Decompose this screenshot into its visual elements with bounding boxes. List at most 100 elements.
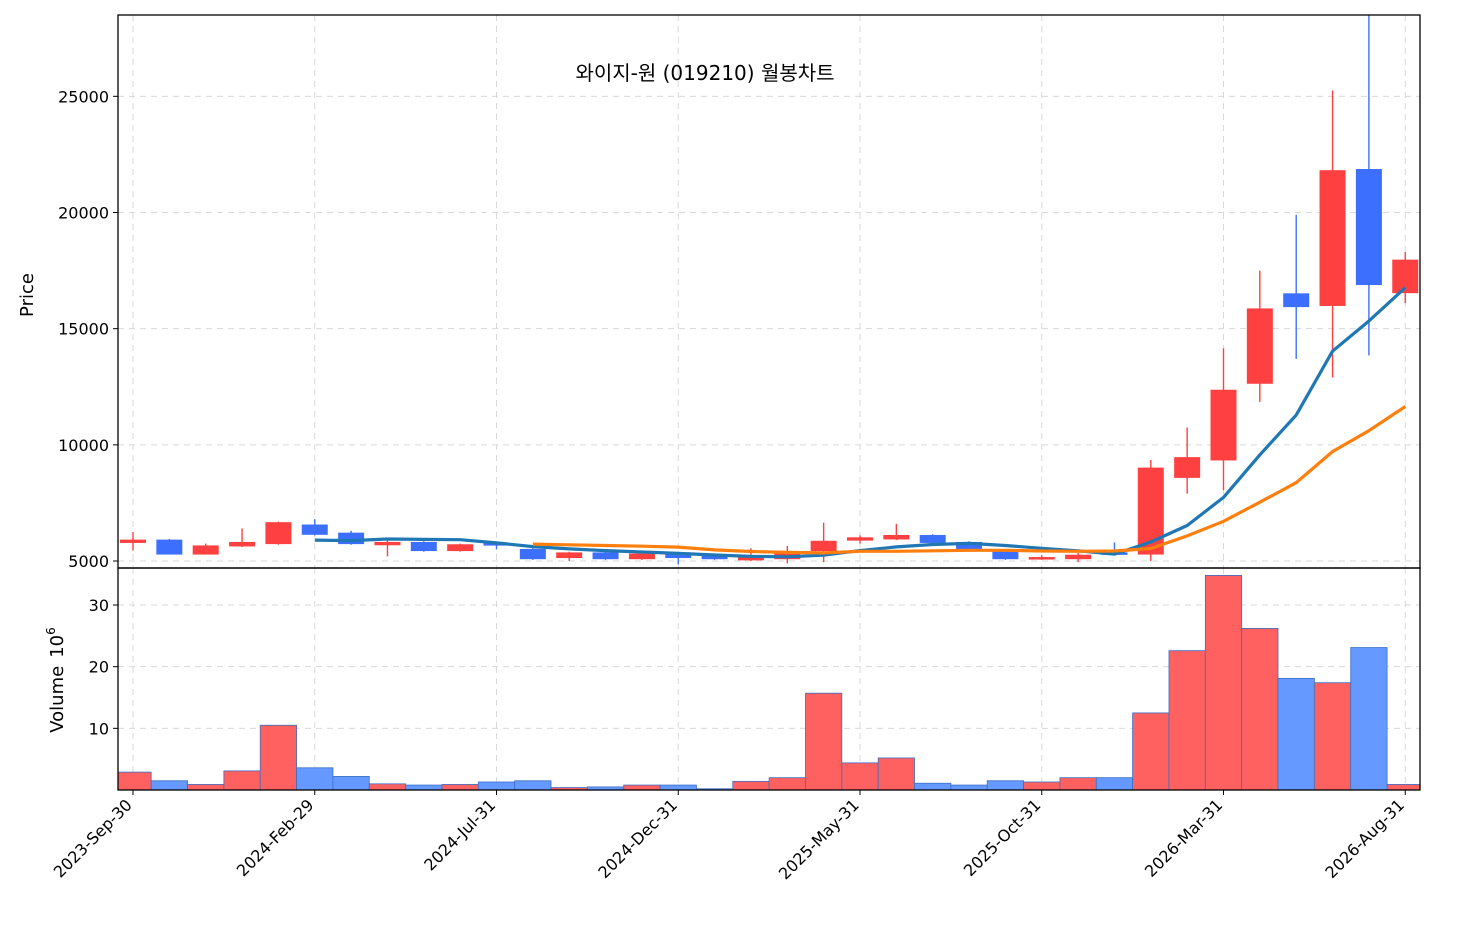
volume-bar [1204, 575, 1243, 791]
candle [1210, 348, 1237, 491]
volume-bar [1277, 677, 1315, 791]
candle [120, 531, 146, 551]
candle [519, 548, 546, 560]
candle [229, 528, 256, 548]
candles [120, 15, 1419, 565]
candle-body [1028, 557, 1055, 560]
candle [1392, 252, 1419, 304]
candle [447, 543, 474, 552]
candle [265, 521, 292, 545]
volume-y-ticks: 10 20 30 [89, 596, 118, 738]
volume-bar [659, 784, 697, 791]
volume-grid [118, 568, 1420, 790]
candle-body [120, 539, 146, 543]
volume-bar [332, 776, 370, 791]
candle [592, 551, 619, 560]
candle [1065, 552, 1092, 563]
candle-body [919, 534, 946, 543]
candle-body [229, 541, 256, 547]
candle [1355, 15, 1382, 356]
price-axis-label: Price [17, 273, 38, 317]
volume-bar [368, 783, 407, 791]
volume-bar [877, 757, 915, 791]
candle [374, 540, 401, 557]
volume-bar [768, 777, 806, 791]
candle-body [447, 544, 474, 552]
price-y-ticks: 5000 10000 15000 20000 25000 [58, 87, 118, 571]
candle [1246, 270, 1273, 402]
candle-body [592, 552, 619, 560]
candle [556, 551, 583, 562]
candle [883, 523, 910, 541]
volume-bar [405, 784, 443, 791]
candle-body [265, 522, 292, 545]
volume-bar [805, 692, 843, 791]
candle-body [374, 541, 401, 546]
volume-bar [914, 782, 952, 791]
volume-axis-label: Volume 106 [44, 627, 68, 733]
candle-body [847, 537, 873, 541]
candle-body [1174, 457, 1201, 478]
price-tick-label: 5000 [68, 552, 109, 571]
chart-title: 와이지-원 (019210) 월봉차트 [575, 61, 834, 85]
volume-unit-exponent: 6 [44, 627, 58, 635]
volume-tick-label: 10 [89, 719, 109, 738]
volume-axis-label-text: Volume [47, 666, 68, 733]
candle-body [156, 539, 183, 555]
price-tick-label: 10000 [58, 436, 109, 455]
candle [301, 519, 328, 536]
moving-average-long-line [532, 405, 1407, 555]
candle-body [1392, 259, 1419, 294]
volume-bar [841, 762, 879, 791]
candle [338, 530, 365, 545]
candle-body [192, 545, 219, 555]
candle-body [1355, 169, 1382, 286]
volume-bar [441, 784, 479, 791]
candle-body [556, 552, 583, 559]
volume-bar [1313, 682, 1352, 791]
volume-bar [986, 780, 1024, 791]
volume-bar [1350, 647, 1388, 791]
volume-bar [477, 781, 516, 791]
candle [410, 541, 437, 552]
candle-body [1210, 389, 1237, 461]
volume-bar [1386, 784, 1421, 791]
candle-body [1246, 308, 1273, 384]
volume-bar [1132, 712, 1170, 791]
candle [1283, 214, 1310, 359]
volume-bar [1095, 777, 1134, 791]
volume-bar [1059, 777, 1097, 791]
volume-tick-label: 30 [89, 596, 109, 615]
volume-bar [623, 784, 661, 791]
candle-body [1065, 554, 1092, 560]
candle-body [883, 534, 910, 540]
volume-bar [950, 784, 988, 791]
volume-bar [150, 780, 188, 791]
candle [847, 535, 873, 544]
volume-bar [1241, 628, 1279, 791]
candle [1319, 90, 1346, 378]
volume-tick-label: 20 [89, 658, 109, 677]
candle-body [410, 541, 437, 552]
candle-body [628, 553, 655, 560]
candle-body [301, 524, 328, 535]
volume-bars [117, 575, 1421, 791]
volume-unit-base: 10 [47, 635, 68, 658]
candle-body [810, 540, 837, 552]
candle [1028, 555, 1055, 560]
candle [192, 543, 219, 555]
price-tick-label: 20000 [58, 204, 109, 223]
volume-bar [514, 780, 552, 791]
volume-bar [187, 784, 225, 791]
candle-body [1319, 170, 1346, 306]
candle [1174, 427, 1201, 494]
volume-bar [1023, 781, 1061, 791]
candle-body [1283, 293, 1310, 308]
candle-body [992, 551, 1019, 560]
price-tick-label: 15000 [58, 320, 109, 339]
moving-average-lines [314, 286, 1407, 559]
candle-body [338, 532, 365, 545]
candle [156, 538, 183, 555]
volume-bar [223, 770, 261, 791]
